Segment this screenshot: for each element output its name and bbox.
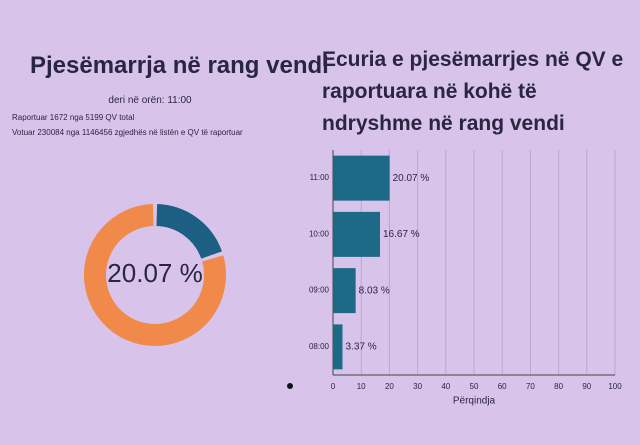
donut-segment: [84, 204, 226, 346]
donut-subtitle: deri në orën: 11:00: [108, 95, 192, 106]
x-tick-label: 100: [608, 382, 622, 391]
donut-title: Pjesëmarrja në rang vendi: [30, 52, 329, 79]
y-tick-label: 11:00: [310, 173, 330, 182]
value-label: 16.67 %: [383, 229, 420, 240]
pager-dot: [287, 383, 293, 389]
annotation: Raportuar 1672 nga 5199 QV total: [12, 113, 135, 122]
x-tick-label: 30: [413, 382, 422, 391]
x-tick-label: 70: [526, 382, 535, 391]
bar: [333, 268, 356, 314]
y-tick-label: 09:00: [309, 286, 330, 295]
bar: [333, 211, 381, 257]
x-tick-label: 20: [385, 382, 394, 391]
value-label: 8.03 %: [359, 285, 390, 296]
x-axis-label: Përqindja: [453, 396, 496, 407]
bar: [333, 324, 343, 370]
x-tick-label: 40: [441, 382, 450, 391]
value-label: 3.37 %: [346, 342, 377, 353]
bar: [333, 155, 390, 201]
donut-segment: [155, 204, 222, 260]
x-tick-label: 10: [357, 382, 366, 391]
y-tick-label: 10:00: [309, 229, 330, 238]
bar-title: Ecuria e pjesëmarrjes në QV e raportuara…: [322, 48, 624, 135]
y-tick-label: 08:00: [309, 342, 330, 351]
annotation: Votuar 230084 nga 1146456 zgjedhës në li…: [12, 128, 243, 137]
center-label: 20.07 %: [107, 258, 202, 288]
x-tick-label: 80: [554, 382, 563, 391]
x-tick-label: 50: [470, 382, 479, 391]
value-label: 20.07 %: [393, 173, 430, 184]
x-tick-label: 60: [498, 382, 507, 391]
x-tick-label: 0: [331, 382, 336, 391]
x-tick-label: 90: [582, 382, 591, 391]
